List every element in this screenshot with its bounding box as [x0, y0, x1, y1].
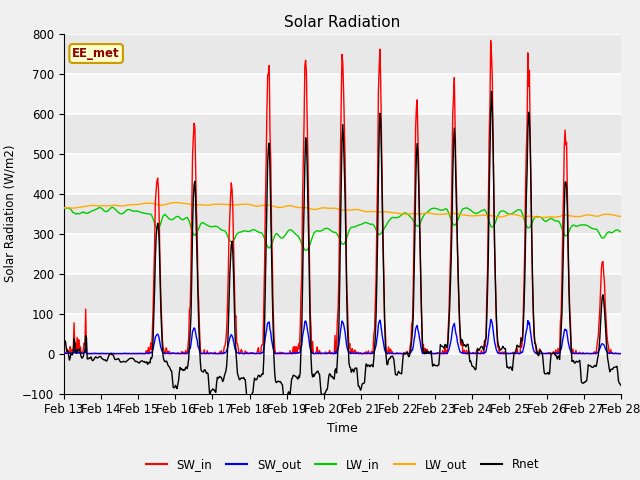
LW_out [214, 201, 222, 207]
Line: Rnet: Rnet [64, 91, 621, 404]
LW_out [617, 214, 625, 219]
SW_in [426, 351, 434, 357]
LW_out [411, 211, 419, 216]
Rnet [70, 336, 78, 342]
SW_out [487, 316, 495, 322]
Bar [64, 313, 621, 354]
LW_in [302, 247, 310, 253]
LW_in [428, 206, 436, 212]
Bar [64, 354, 621, 394]
Rnet [184, 362, 192, 368]
SW_in [617, 351, 625, 357]
SW_out [71, 350, 79, 356]
SW_out [185, 349, 193, 355]
Line: LW_out: LW_out [64, 203, 621, 217]
LW_out [127, 202, 135, 207]
LW_in [412, 222, 419, 228]
SW_out [60, 350, 68, 356]
SW_in [214, 351, 221, 357]
LW_out [540, 215, 548, 220]
Rnet [488, 88, 495, 94]
SW_out [65, 351, 72, 357]
SW_out [411, 333, 419, 339]
Rnet [282, 401, 289, 407]
Line: SW_in: SW_in [64, 40, 621, 354]
Text: EE_met: EE_met [72, 47, 120, 60]
Line: SW_out: SW_out [64, 319, 621, 354]
Bar [64, 114, 621, 154]
LW_in [108, 204, 116, 210]
Bar [64, 274, 621, 313]
SW_out [428, 350, 435, 356]
Line: LW_in: LW_in [64, 207, 621, 250]
SW_in [70, 320, 78, 325]
LW_in [617, 229, 625, 235]
Rnet [60, 339, 68, 345]
SW_in [487, 37, 495, 43]
Bar [64, 34, 621, 73]
Bar [64, 234, 621, 274]
LW_in [70, 210, 78, 216]
LW_out [172, 200, 180, 205]
Legend: SW_in, SW_out, LW_in, LW_out, Rnet: SW_in, SW_out, LW_in, LW_out, Rnet [141, 454, 544, 476]
SW_out [617, 351, 625, 357]
Bar [64, 154, 621, 193]
Rnet [617, 383, 625, 388]
SW_in [60, 351, 68, 357]
Rnet [127, 356, 135, 361]
LW_out [428, 211, 435, 216]
Title: Solar Radiation: Solar Radiation [284, 15, 401, 30]
SW_out [128, 351, 136, 357]
Rnet [214, 374, 221, 380]
Y-axis label: Solar Radiation (W/m2): Solar Radiation (W/m2) [4, 145, 17, 282]
Rnet [411, 234, 419, 240]
LW_out [185, 201, 193, 207]
LW_in [60, 205, 68, 211]
LW_in [128, 208, 136, 214]
SW_in [410, 229, 418, 235]
SW_out [214, 351, 222, 357]
LW_out [70, 205, 78, 211]
Rnet [428, 348, 435, 354]
LW_in [214, 224, 222, 230]
SW_in [184, 344, 192, 349]
Bar [64, 193, 621, 234]
Bar [64, 73, 621, 114]
X-axis label: Time: Time [327, 422, 358, 435]
SW_in [127, 351, 135, 357]
LW_in [185, 217, 193, 223]
LW_out [60, 205, 68, 211]
